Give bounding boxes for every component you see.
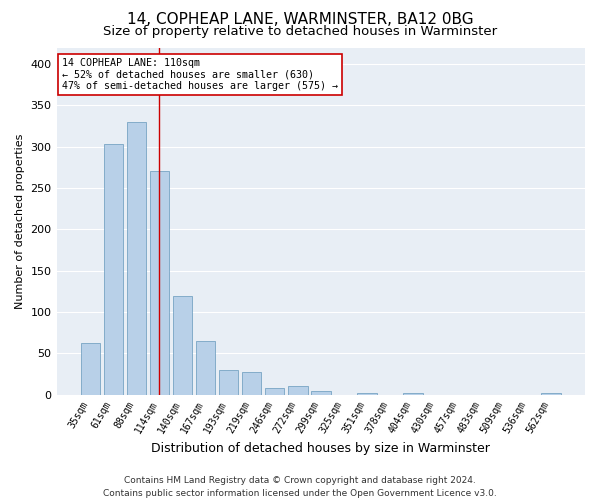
Bar: [242, 372, 262, 394]
Bar: [173, 296, 193, 394]
Bar: [219, 370, 238, 394]
Bar: [196, 341, 215, 394]
Text: 14 COPHEAP LANE: 110sqm
← 52% of detached houses are smaller (630)
47% of semi-d: 14 COPHEAP LANE: 110sqm ← 52% of detache…: [62, 58, 338, 91]
Text: 14, COPHEAP LANE, WARMINSTER, BA12 0BG: 14, COPHEAP LANE, WARMINSTER, BA12 0BG: [127, 12, 473, 28]
Bar: [127, 122, 146, 394]
Bar: [149, 172, 169, 394]
Bar: [104, 144, 123, 395]
Text: Contains HM Land Registry data © Crown copyright and database right 2024.
Contai: Contains HM Land Registry data © Crown c…: [103, 476, 497, 498]
Text: Size of property relative to detached houses in Warminster: Size of property relative to detached ho…: [103, 25, 497, 38]
Bar: [80, 344, 100, 394]
X-axis label: Distribution of detached houses by size in Warminster: Distribution of detached houses by size …: [151, 442, 490, 455]
Bar: [265, 388, 284, 394]
Bar: [541, 393, 561, 394]
Bar: [403, 393, 423, 394]
Bar: [311, 392, 331, 394]
Bar: [288, 386, 308, 394]
Bar: [357, 393, 377, 394]
Y-axis label: Number of detached properties: Number of detached properties: [15, 134, 25, 309]
